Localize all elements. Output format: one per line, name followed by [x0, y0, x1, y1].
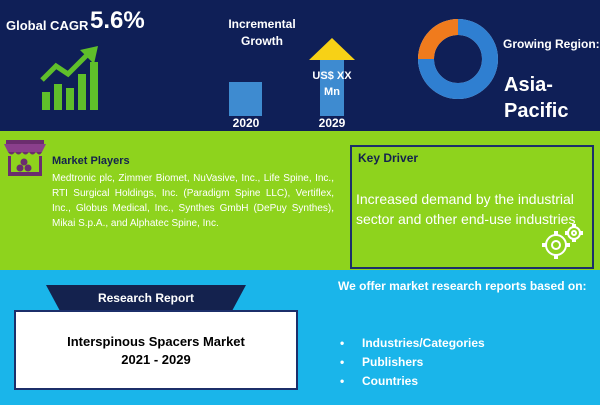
market-stall-icon — [4, 140, 46, 176]
donut-chart-icon — [418, 19, 498, 99]
report-card: Interspinous Spacers Market 2021 - 2029 — [14, 310, 298, 390]
key-driver-title: Key Driver — [358, 151, 419, 165]
year-end-label: 2029 — [318, 116, 346, 130]
cagr-label: Global CAGR — [6, 18, 89, 33]
growth-chart-icon — [40, 46, 98, 110]
middle-band: Market Players Medtronic plc, Zimmer Bio… — [0, 131, 600, 270]
bar-2020 — [229, 82, 262, 116]
list-item: • Countries — [340, 374, 419, 388]
list-item: • Industries/Categories — [340, 336, 485, 350]
gear-icon — [542, 224, 583, 259]
research-report-label: Research Report — [97, 291, 195, 305]
bottom-band: Research Report Interspinous Spacers Mar… — [0, 270, 600, 405]
key-driver-box: Key Driver Increased demand by the indus… — [350, 145, 594, 269]
market-players-text: Medtronic plc, Zimmer Biomet, NuVasive, … — [52, 173, 334, 229]
year-start-label: 2020 — [232, 116, 260, 130]
report-years: 2021 - 2029 — [121, 352, 191, 367]
region-value: Asia-Pacific — [504, 74, 569, 122]
top-band: Global CAGR 5.6% Incremental Growth 2020… — [0, 0, 600, 131]
cagr-value: 5.6% — [90, 7, 145, 34]
market-players-title: Market Players — [52, 155, 130, 167]
report-title: Interspinous Spacers Market — [67, 334, 245, 349]
key-driver-text: Increased demand by the industrial secto… — [356, 191, 576, 227]
incremental-growth-title: Incremental Growth — [228, 17, 296, 48]
offer-title: We offer market research reports based o… — [338, 279, 587, 293]
list-item: • Publishers — [340, 355, 424, 369]
region-label: Growing Region: — [503, 37, 600, 51]
up-arrow-icon — [309, 38, 355, 116]
research-report-ribbon: Research Report — [46, 285, 246, 311]
offer-list: • Industries/Categories • Publishers • Coun… — [340, 334, 485, 391]
end-value-label: US$ XX Mn — [312, 70, 352, 98]
